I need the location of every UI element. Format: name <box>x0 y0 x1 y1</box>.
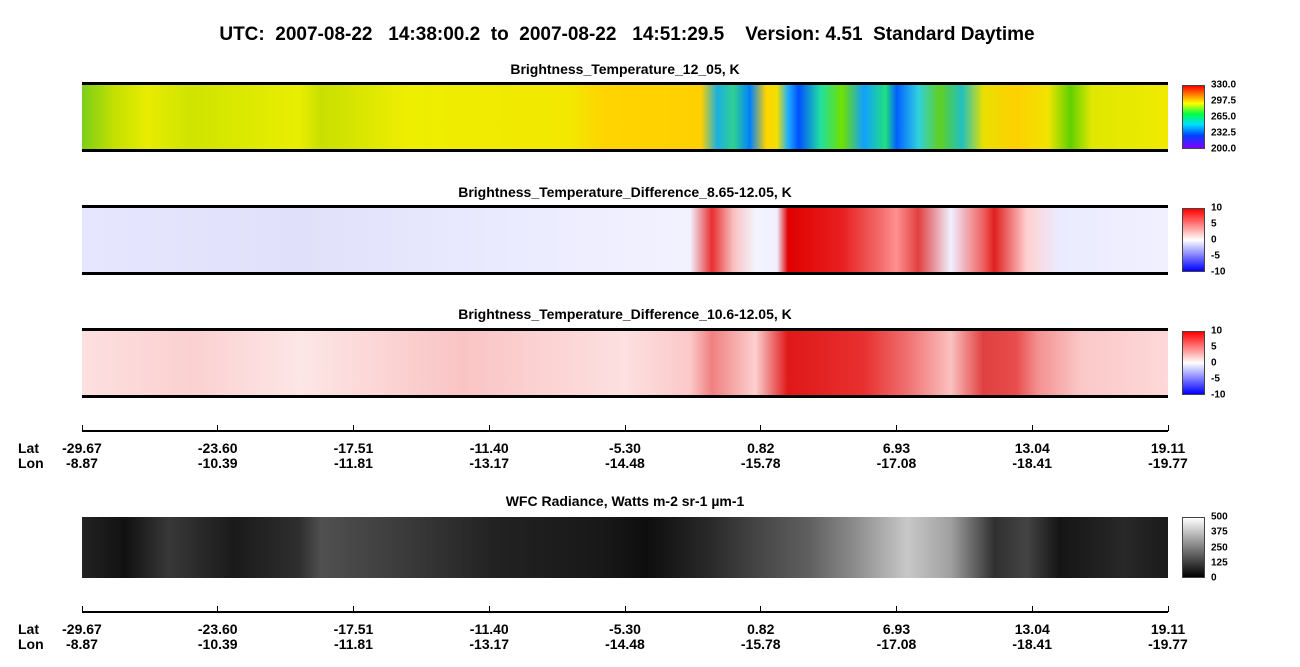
lat-tick-label: -17.51 <box>333 621 374 637</box>
axis-tick <box>488 606 490 612</box>
lat-tick-label: -29.67 <box>62 440 102 456</box>
lon-tick-label: -14.48 <box>605 636 645 652</box>
colorbar-label: 0 <box>1211 357 1217 369</box>
axis-tick <box>896 425 897 431</box>
lat-tick-label: 19.11 <box>1150 621 1186 637</box>
colorbar-label: 297.5 <box>1211 95 1237 107</box>
lon-tick-label: -8.87 <box>66 636 98 652</box>
axis-line <box>82 430 1168 432</box>
lat-tick-label: 6.93 <box>882 440 911 456</box>
lon-tick-label: -15.78 <box>740 455 781 471</box>
axis-tick <box>896 606 897 612</box>
axis-tick <box>760 606 762 612</box>
colorbar-label: 330.0 <box>1211 79 1237 91</box>
lat-tick-label: 19.11 <box>1150 440 1186 456</box>
colorbar-label: 0 <box>1211 572 1217 584</box>
lon-tick-label: -17.08 <box>876 455 917 471</box>
axis-tick <box>624 425 626 431</box>
lat-tick-label: 0.82 <box>747 621 775 637</box>
lat-tick-label: -17.51 <box>333 440 374 456</box>
lon-tick-label: -13.17 <box>469 455 510 471</box>
panel-title: WFC Radiance, Watts m-2 sr-1 µm-1 <box>505 493 745 509</box>
image-strip <box>82 82 1168 152</box>
lat-tick-label: 13.04 <box>1014 440 1050 456</box>
lon-tick-label: -19.77 <box>1148 455 1188 471</box>
panel-title: Brightness_Temperature_12_05, K <box>510 61 740 77</box>
colorbar-label: 10 <box>1211 202 1223 214</box>
colorbar-label: -10 <box>1211 266 1226 278</box>
lat-tick-label: -5.30 <box>609 440 641 456</box>
lat-tick-label: 13.04 <box>1014 621 1050 637</box>
axis-tick <box>81 606 83 612</box>
lon-tick-label: -8.87 <box>66 455 98 471</box>
lat-label: Lat <box>18 440 39 456</box>
colorbar-label: -10 <box>1211 389 1226 401</box>
axis-tick <box>488 425 490 431</box>
lon-tick-label: -10.39 <box>197 455 238 471</box>
colorbar-label: 250 <box>1211 542 1228 553</box>
axis-tick <box>624 606 626 612</box>
colorbar <box>1182 517 1205 578</box>
image-strip <box>82 205 1168 275</box>
lon-tick-label: -18.41 <box>1012 636 1053 652</box>
lat-tick-label: 6.93 <box>882 621 911 637</box>
lon-tick-label: -18.41 <box>1012 455 1053 471</box>
image-strip <box>82 517 1168 578</box>
image-strip <box>82 328 1168 398</box>
lon-label: Lon <box>18 455 44 471</box>
axis-line <box>82 611 1168 613</box>
axis-tick <box>217 425 219 431</box>
lon-tick-label: -11.81 <box>334 455 373 471</box>
colorbar <box>1182 331 1205 395</box>
colorbar-label: 375 <box>1211 526 1228 538</box>
panel-title: Brightness_Temperature_Difference_8.65-1… <box>458 184 792 200</box>
colorbar-label: 125 <box>1211 557 1228 569</box>
axis-tick <box>760 425 762 431</box>
lat-tick-label: -23.60 <box>197 621 238 637</box>
lon-tick-label: -19.77 <box>1148 636 1188 652</box>
colorbar-label: 10 <box>1211 325 1223 337</box>
lat-tick-label: -11.40 <box>469 621 509 637</box>
lat-tick-label: -11.40 <box>469 440 509 456</box>
lat-tick-label: -23.60 <box>197 440 238 456</box>
axis-tick <box>81 425 83 431</box>
colorbar-label: 232.5 <box>1211 127 1237 139</box>
colorbar-label: 500 <box>1211 511 1228 523</box>
colorbar <box>1182 85 1205 149</box>
colorbar-label: -5 <box>1211 250 1220 262</box>
lon-tick-label: -17.08 <box>876 636 917 652</box>
lon-tick-label: -15.78 <box>740 636 781 652</box>
colorbar-label: 0 <box>1211 234 1217 246</box>
lat-label: Lat <box>18 621 39 637</box>
axis-tick <box>1167 606 1169 612</box>
lon-tick-label: -11.81 <box>334 636 373 652</box>
axis-tick <box>353 425 354 431</box>
colorbar-label: 5 <box>1211 341 1217 353</box>
lon-tick-label: -14.48 <box>605 455 645 471</box>
lon-tick-label: -13.17 <box>469 636 510 652</box>
colorbar <box>1182 208 1205 272</box>
panel-title: Brightness_Temperature_Difference_10.6-1… <box>458 306 792 322</box>
axis-tick <box>353 606 354 612</box>
lat-tick-label: -5.30 <box>609 621 641 637</box>
axis-tick <box>217 606 219 612</box>
lat-tick-label: 0.82 <box>747 440 775 456</box>
colorbar-label: 5 <box>1211 218 1217 230</box>
lon-label: Lon <box>18 636 44 652</box>
colorbar-label: -5 <box>1211 373 1220 385</box>
colorbar-label: 265.0 <box>1211 111 1237 123</box>
axis-tick <box>1031 606 1033 612</box>
axis-tick <box>1031 425 1033 431</box>
colorbar-label: 200.0 <box>1211 143 1237 155</box>
page-title: UTC: 2007-08-22 14:38:00.2 to 2007-08-22… <box>219 24 1035 45</box>
axis-tick <box>1167 425 1169 431</box>
lon-tick-label: -10.39 <box>197 636 238 652</box>
lat-tick-label: -29.67 <box>62 621 102 637</box>
